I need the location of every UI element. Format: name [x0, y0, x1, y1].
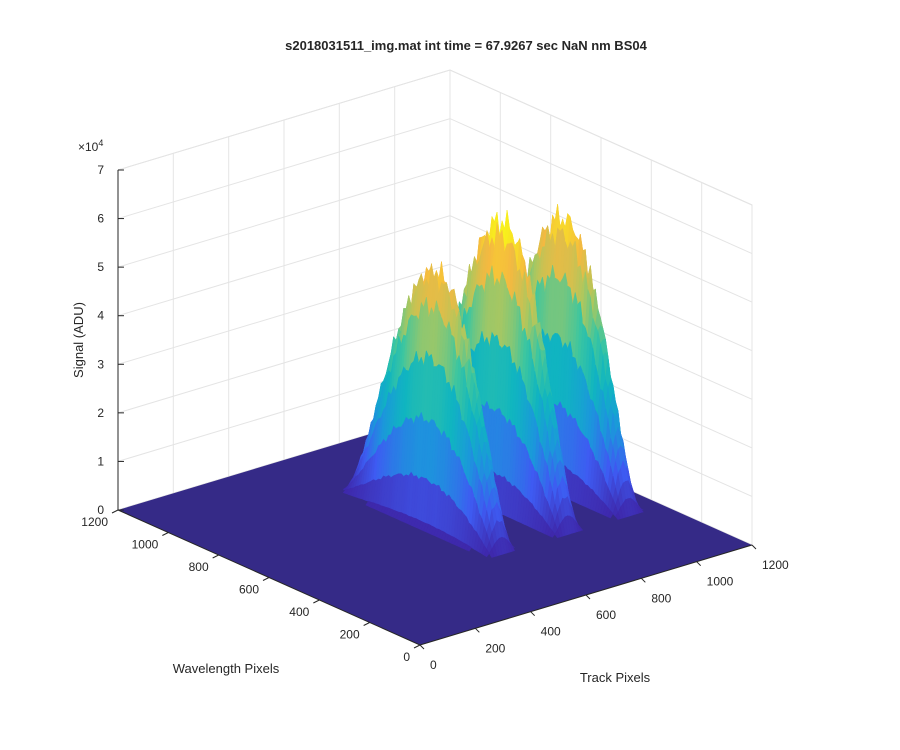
- z-axis-label: Signal (ADU): [71, 302, 86, 378]
- x-tick-mark: [640, 577, 646, 583]
- surface-facet: [615, 511, 621, 520]
- z-tick-label: 4: [97, 309, 104, 323]
- y-tick-label: 600: [239, 583, 259, 597]
- chart-title: s2018031511_img.mat int time = 67.9267 s…: [285, 38, 647, 53]
- z-tick-label: 7: [97, 163, 104, 177]
- y-tick-mark: [262, 577, 270, 581]
- z-tick-label: 6: [97, 212, 104, 226]
- y-axis-label: Wavelength Pixels: [173, 661, 280, 676]
- y-tick-mark: [111, 509, 119, 514]
- surface-facet: [607, 510, 614, 519]
- x-tick-label: 400: [541, 625, 561, 639]
- surface-facet: [488, 548, 495, 558]
- x-tick-mark: [419, 644, 425, 650]
- x-tick-label: 1000: [707, 575, 734, 589]
- surface-facet: [483, 548, 490, 558]
- y-tick-label: 0: [403, 650, 410, 664]
- y-tick-mark: [212, 554, 219, 559]
- y-tick-label: 800: [189, 560, 209, 574]
- x-tick-label: 600: [596, 608, 616, 622]
- surface-facet: [554, 529, 561, 539]
- y-axis-ticks: 0 200 400 600 800 1000 1200: [81, 509, 421, 664]
- x-tick-mark: [585, 594, 591, 600]
- z-tick-label: 2: [97, 406, 104, 420]
- z-tick-label: 5: [97, 260, 104, 274]
- z-exponent-base: ×10: [78, 140, 99, 154]
- z-axis-ticks: 0 1 2 3 4 5 6 7: [97, 163, 124, 517]
- x-axis-ticks: 0 200 400 600 800 1000 1200: [419, 544, 789, 672]
- surface-plot: [118, 204, 752, 645]
- z-tick-label: 0: [97, 503, 104, 517]
- y-tick-mark: [313, 599, 320, 604]
- y-tick-mark: [162, 532, 169, 536]
- x-tick-label: 800: [651, 591, 671, 605]
- x-tick-mark: [530, 611, 536, 617]
- y-tick-label: 200: [340, 628, 360, 642]
- z-exponent-power: 4: [98, 138, 103, 148]
- x-tick-label: 0: [430, 658, 437, 672]
- x-tick-mark: [696, 561, 702, 567]
- x-tick-label: 1200: [762, 558, 789, 572]
- x-tick-mark: [751, 544, 757, 550]
- y-tick-label: 1000: [132, 538, 159, 552]
- z-tick-label: 1: [97, 454, 104, 468]
- z-exponent: ×104: [78, 138, 103, 154]
- x-tick-mark: [474, 627, 480, 633]
- x-axis-label: Track Pixels: [580, 670, 651, 685]
- x-tick-label: 200: [485, 641, 505, 655]
- y-tick-label: 400: [289, 605, 309, 619]
- z-tick-label: 3: [97, 357, 104, 371]
- y-tick-label: 1200: [81, 515, 108, 529]
- y-tick-mark: [413, 644, 421, 649]
- surface-facet: [549, 530, 556, 538]
- surface-facet: [466, 545, 473, 552]
- y-tick-mark: [363, 622, 370, 626]
